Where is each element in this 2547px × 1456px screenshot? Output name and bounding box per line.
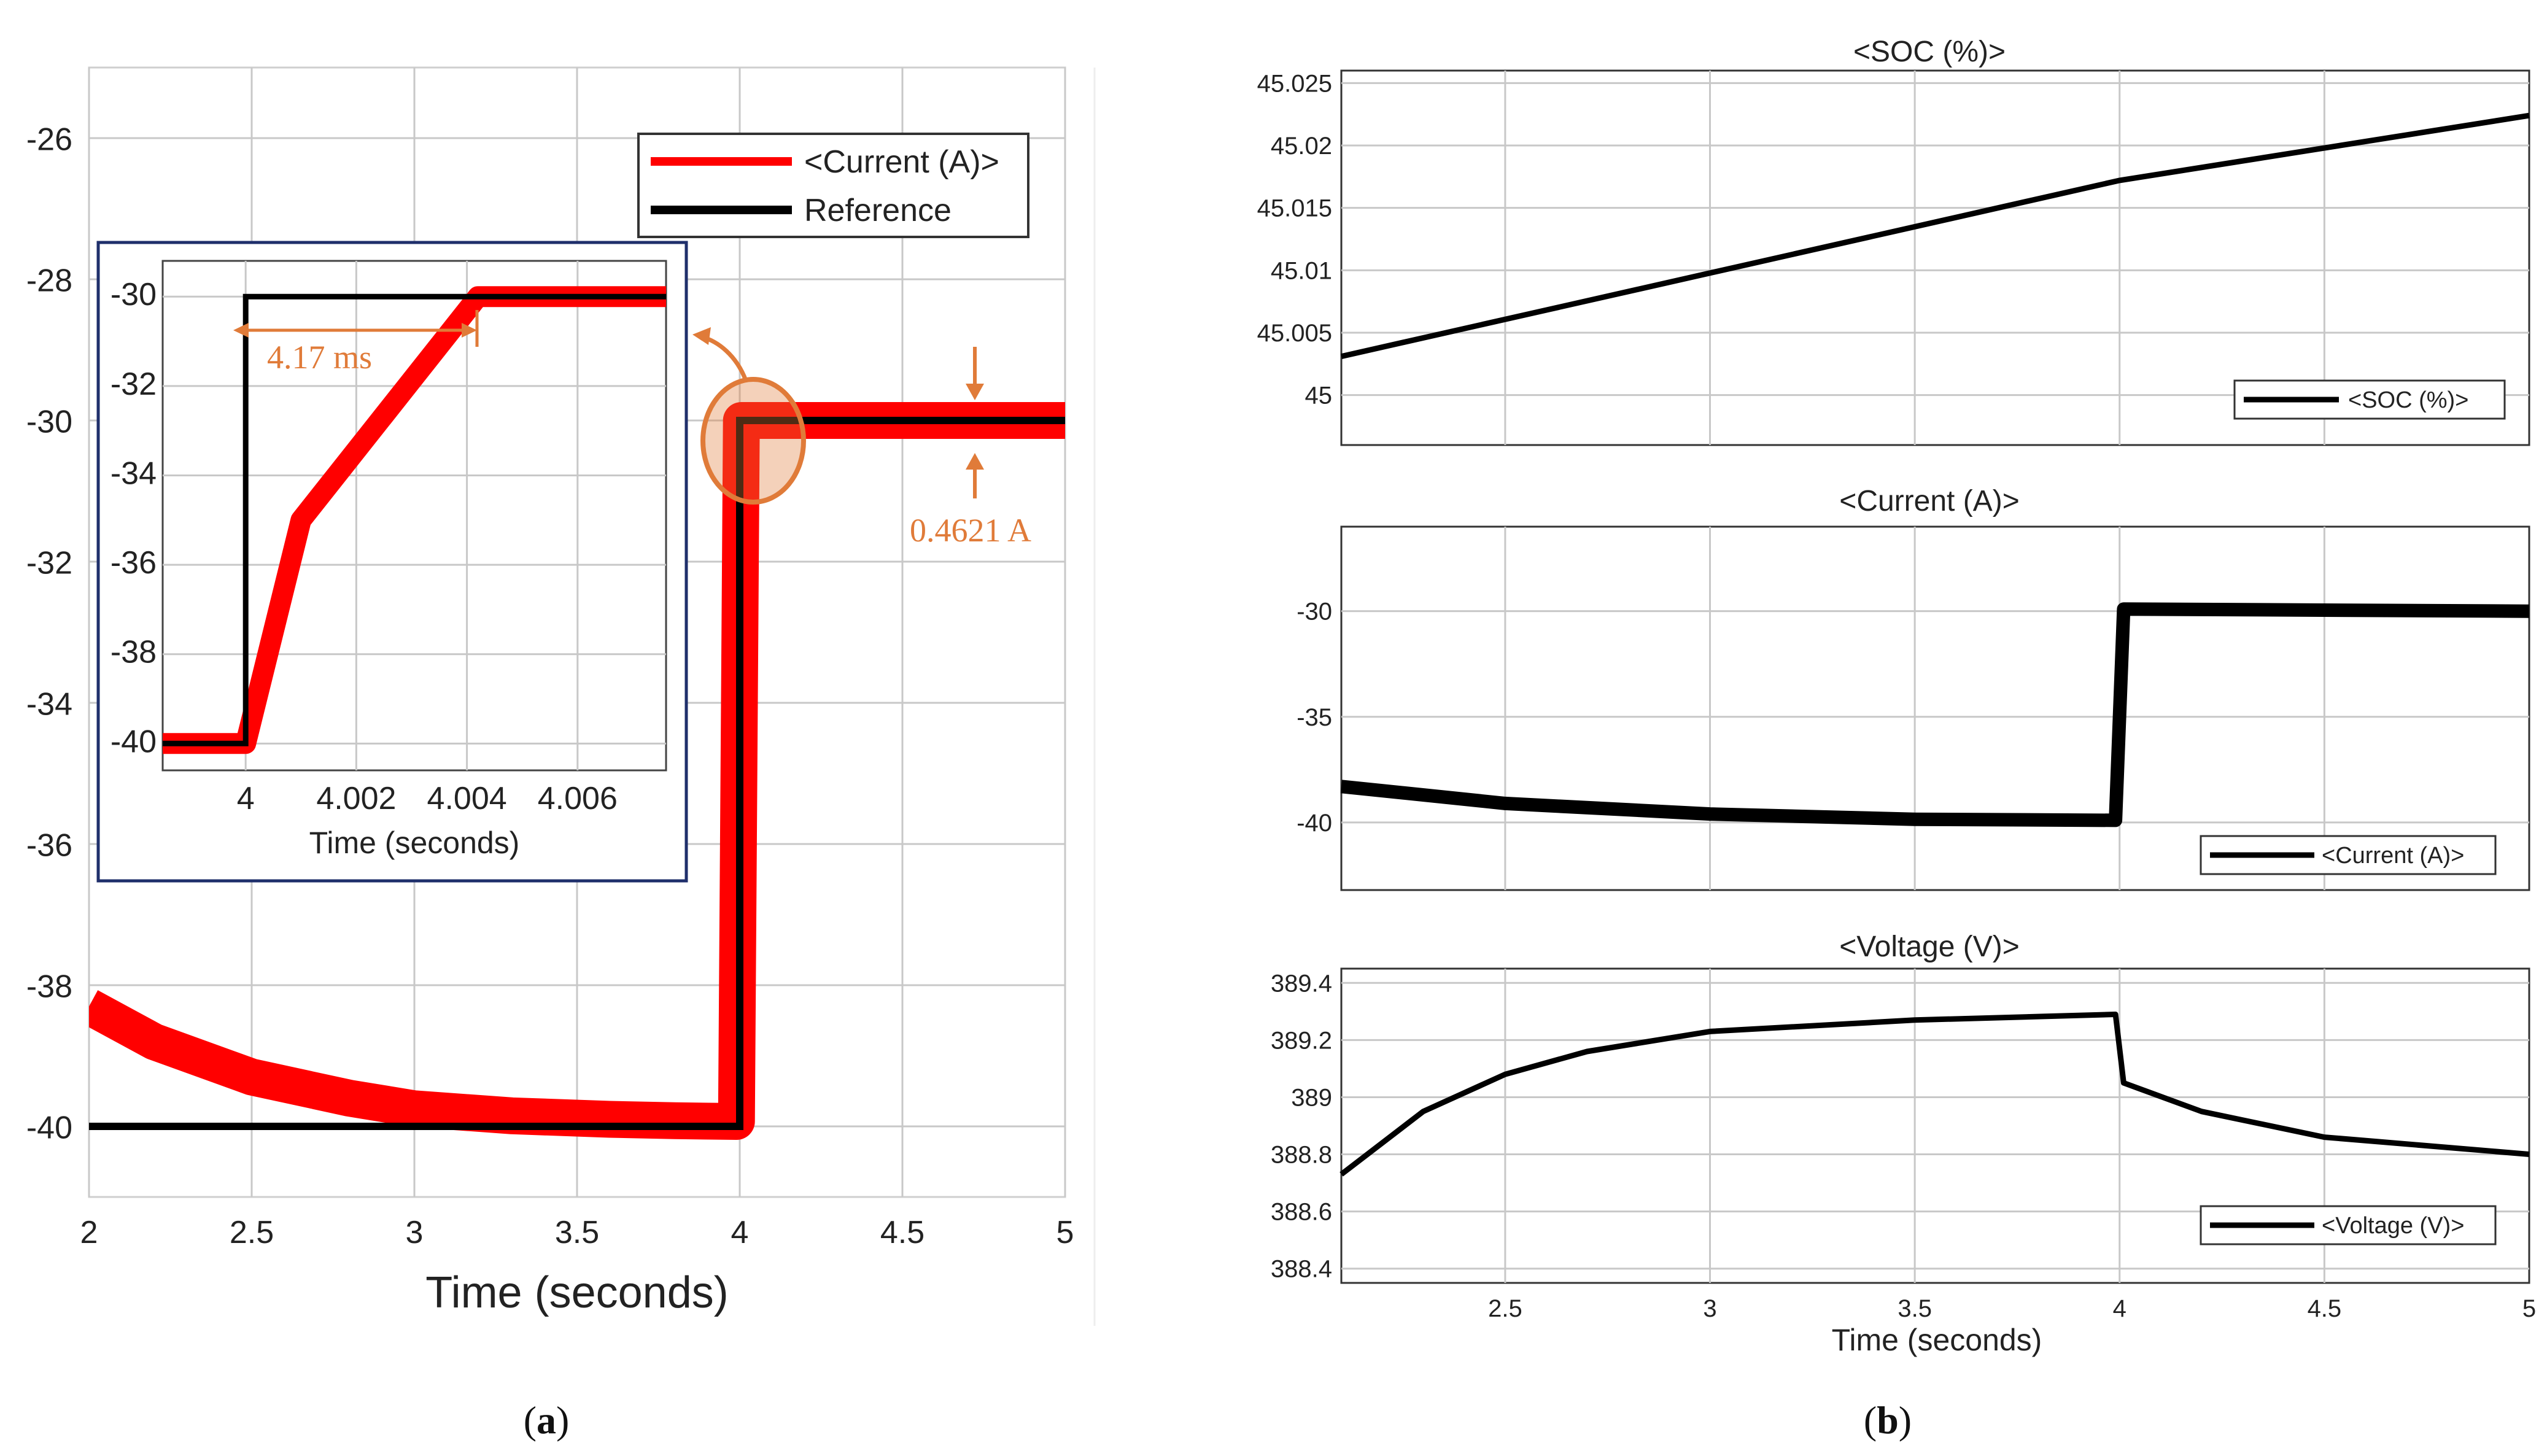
- y-tick-label: -40: [1297, 810, 1332, 837]
- voltage-title: <Voltage (V)>: [1839, 931, 2020, 963]
- y-tick-label: 45.015: [1257, 195, 1332, 222]
- x-tick-label: 5: [2522, 1295, 2536, 1322]
- inset-x-axis-label: Time (seconds): [309, 826, 520, 860]
- y-tick-label: -38: [110, 635, 157, 670]
- voltage-legend: <Voltage (V)>: [2200, 1205, 2497, 1245]
- y-tick-label: 389.2: [1271, 1027, 1332, 1054]
- soc-title: <SOC (%)>: [1853, 36, 2006, 68]
- x-tick-label: 4: [237, 781, 255, 816]
- inset-y-tick-labels: -30 -32 -34 -36 -38 -40: [110, 277, 157, 759]
- panel-b-voltage-chart: <Voltage (V)> 389.4 389.2 389 388.8 388.6 388…: [1271, 931, 2536, 1357]
- panel-a-inset: -30 -32 -34 -36 -38 -40 4 4.002 4.004 4.006 4.17…: [96, 241, 688, 883]
- y-tick-label: -30: [26, 405, 72, 440]
- y-tick-label: 45: [1305, 382, 1333, 409]
- y-tick-label: -32: [110, 366, 157, 402]
- panel-a-y-tick-labels: -26 -28 -30 -32 -34 -36 -38 -40: [26, 122, 72, 1146]
- zoom-arrowhead: [692, 327, 711, 345]
- x-tick-label: 3: [1703, 1295, 1716, 1322]
- current-legend-label: <Current (A)>: [2322, 843, 2464, 869]
- y-tick-label: 388.8: [1271, 1142, 1332, 1169]
- current-y-tick-labels: -30 -35 -40: [1297, 598, 1332, 837]
- y-tick-label: -36: [110, 545, 157, 581]
- current-series: [1340, 602, 2530, 827]
- x-tick-label: 3.5: [1898, 1295, 1932, 1322]
- voltage-x-tick-labels: 2.5 3 3.5 4 4.5 5: [1488, 1295, 2536, 1322]
- x-tick-label: 4.004: [427, 781, 507, 816]
- soc-y-tick-labels: 45.025 45.02 45.015 45.01 45.005 45: [1257, 70, 1332, 409]
- y-tick-label: -36: [26, 828, 72, 864]
- ripple-arrowhead-top: [966, 384, 984, 400]
- y-tick-label: -30: [1297, 598, 1332, 625]
- y-tick-label: 388.4: [1271, 1256, 1332, 1283]
- y-tick-label: -40: [110, 724, 157, 759]
- x-tick-label: 3.5: [555, 1215, 599, 1250]
- soc-legend-label: <SOC (%)>: [2348, 387, 2468, 413]
- y-tick-label: -35: [1297, 704, 1332, 731]
- y-tick-label: 389: [1291, 1084, 1332, 1111]
- soc-legend: <SOC (%)>: [2233, 379, 2506, 420]
- x-tick-label: 4.006: [538, 781, 618, 816]
- rise-time-arrowhead-right: [462, 323, 477, 338]
- current-legend: <Current (A)>: [2200, 835, 2497, 875]
- voltage-y-tick-labels: 389.4 389.2 389 388.8 388.6 388.4: [1271, 970, 1332, 1282]
- voltage-legend-label: <Voltage (V)>: [2322, 1213, 2464, 1239]
- panel-a-reference-series: [89, 417, 1065, 1130]
- x-tick-label: 3: [406, 1215, 424, 1250]
- y-tick-label: -28: [26, 263, 72, 299]
- panel-a-x-tick-labels: 2 2.5 3 3.5 4 4.5 5: [80, 1215, 1074, 1250]
- x-tick-label: 4.002: [316, 781, 396, 816]
- highlight-circle: [700, 377, 806, 505]
- x-tick-label: 5: [1056, 1215, 1074, 1250]
- y-tick-label: 45.02: [1271, 133, 1332, 160]
- panel-b-current-chart: <Current (A)> -30 -35 -40 <Current (A)>: [1297, 485, 2530, 891]
- x-tick-label: 2: [80, 1215, 98, 1250]
- y-tick-label: -40: [26, 1110, 72, 1146]
- caption-a: (a): [524, 1398, 570, 1442]
- y-tick-label: -32: [26, 546, 72, 581]
- panel-b-x-axis-label: Time (seconds): [1832, 1323, 2042, 1357]
- inset-reference-series: [163, 293, 666, 746]
- x-tick-label: 4: [731, 1215, 749, 1250]
- ripple-arrowhead-bottom: [966, 453, 984, 470]
- panel-b-soc-chart: <SOC (%)> 45.02545.0245.01545.0145.00545…: [1257, 36, 2530, 446]
- panel-a-x-axis-label: Time (seconds): [425, 1268, 728, 1317]
- legend-reference-label: Reference: [804, 193, 952, 228]
- panel-a-legend: <Current (A)> Reference: [637, 133, 1029, 238]
- y-tick-label: 45.005: [1257, 320, 1332, 347]
- voltage-series: [1339, 1012, 2530, 1177]
- y-tick-label: -38: [26, 969, 72, 1005]
- y-tick-label: 389.4: [1271, 970, 1332, 997]
- rise-time-annotation: 4.17 ms: [267, 339, 372, 376]
- y-tick-label: -30: [110, 277, 157, 312]
- x-tick-label: 4: [2113, 1295, 2126, 1322]
- y-tick-label: -34: [26, 687, 72, 722]
- rise-time-arrowhead-left: [233, 323, 249, 338]
- soc-gridlines: [1341, 71, 2529, 445]
- y-tick-label: 45.025: [1257, 70, 1332, 97]
- y-tick-label: 45.01: [1271, 257, 1332, 284]
- x-tick-label: 2.5: [1488, 1295, 1522, 1322]
- current-plot-area: [1340, 525, 2530, 891]
- y-tick-label: 388.6: [1271, 1199, 1332, 1226]
- x-tick-label: 4.5: [880, 1215, 925, 1250]
- voltage-gridlines: [1341, 969, 2529, 1283]
- soc-series: [1341, 112, 2530, 359]
- x-tick-label: 2.5: [230, 1215, 274, 1250]
- current-title: <Current (A)>: [1839, 485, 2019, 517]
- inset-x-tick-labels: 4 4.002 4.004 4.006: [237, 781, 618, 816]
- inset-plot-area: [161, 260, 667, 772]
- legend-current-label: <Current (A)>: [804, 144, 999, 180]
- x-tick-label: 4.5: [2308, 1295, 2342, 1322]
- caption-b: (b): [1864, 1398, 1912, 1442]
- y-tick-label: -26: [26, 122, 72, 158]
- y-tick-label: -34: [110, 455, 157, 491]
- ripple-annotation: 0.4621 A: [910, 512, 1031, 549]
